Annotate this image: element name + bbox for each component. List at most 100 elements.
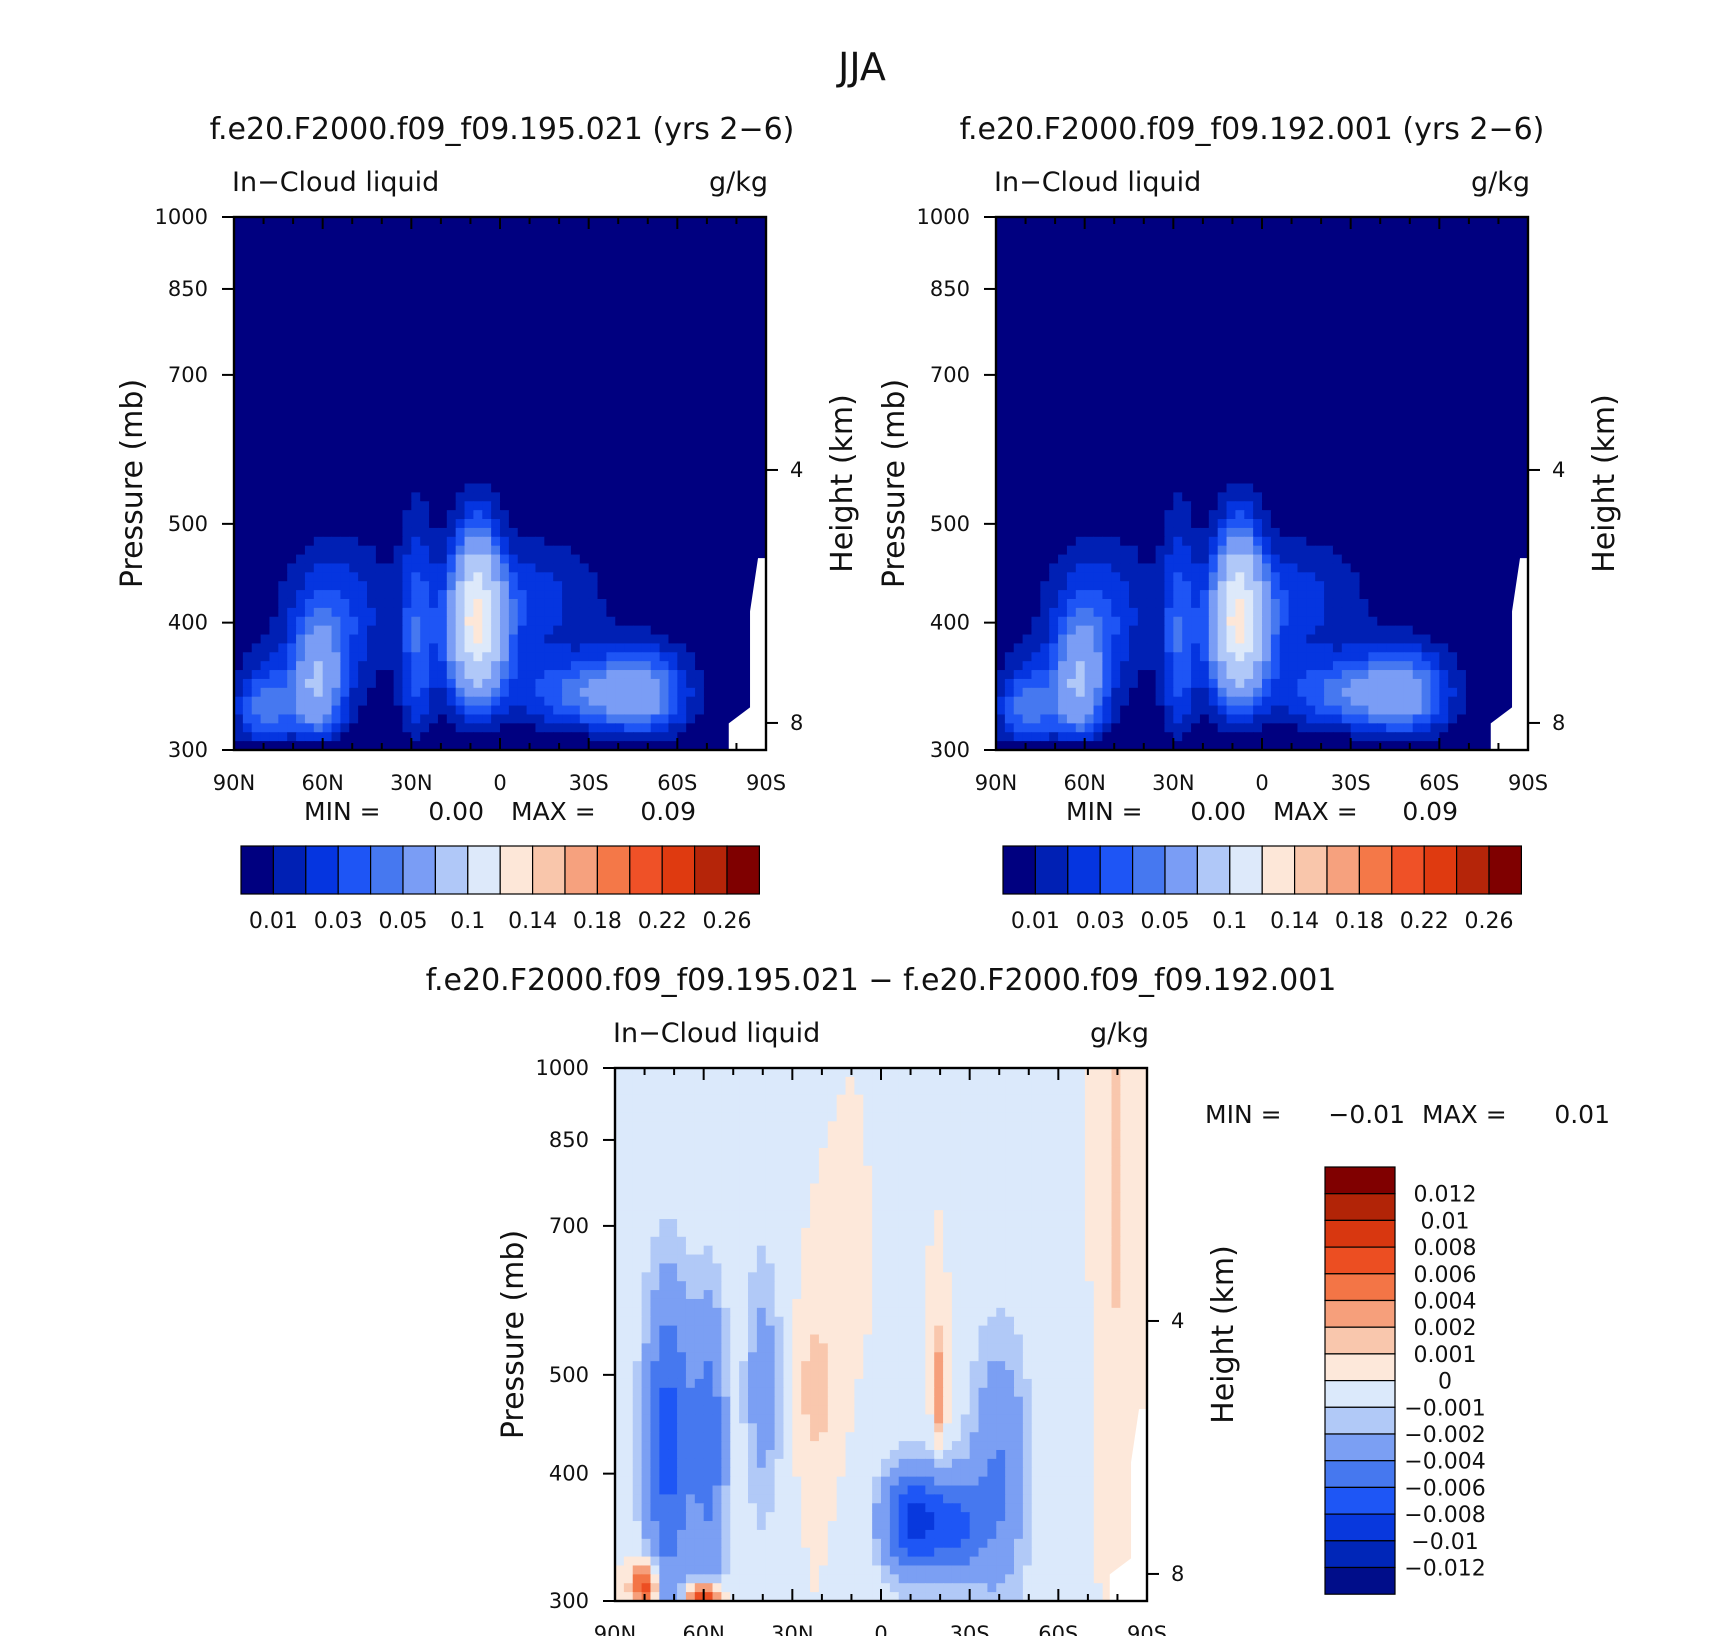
field-cell [1253,332,1263,342]
field-cell [251,483,262,493]
field-cell [748,341,758,351]
field-cell [1137,288,1148,298]
field-cell [375,714,386,724]
field-cell [562,225,572,236]
field-cell [1368,261,1378,271]
field-cell [455,687,466,698]
field-cell [1075,314,1086,325]
field-cell [384,563,395,573]
field-cell [384,447,395,458]
field-cell [1474,234,1485,245]
field-cell [482,465,492,476]
field-cell [500,545,510,556]
field-cell [251,296,262,307]
field-cell [712,323,723,334]
field-cell [712,430,723,440]
field-cell [1412,359,1423,369]
field-cell [562,501,572,511]
field-cell [1359,323,1369,334]
field-cell [464,652,474,662]
field-cell [234,376,244,387]
field-cell [562,634,572,644]
field-cell [996,359,1006,369]
field-cell [570,510,581,520]
field-cell [712,465,723,476]
field-cell [304,430,315,440]
field-cell [340,732,350,742]
field-cell [748,288,758,298]
field-cell [730,492,740,502]
field-cell [553,376,563,387]
field-cell [1173,394,1183,405]
field-cell [1368,314,1378,325]
field-cell [1217,225,1228,236]
field-cell [1359,350,1369,360]
field-cell [287,527,297,538]
field-cell [251,545,262,556]
field-cell [659,359,670,369]
field-cell [588,376,599,387]
field-cell [508,616,519,627]
field-cell [659,625,670,636]
field-cell [686,314,696,325]
field-cell [384,225,395,236]
field-cell [659,643,670,653]
field-cell [1075,350,1086,360]
field-cell [597,270,607,280]
field-cell [491,625,501,636]
field-cell [313,243,324,254]
field-cell [570,705,581,716]
colorbar-label: 0.18 [573,909,622,934]
field-cell [358,510,368,520]
field-cell [695,643,705,653]
field-cell [703,314,714,325]
field-cell [739,492,749,502]
field-cell [650,687,661,698]
field-cell [668,519,678,529]
field-cell [473,536,483,547]
field-cell [358,359,368,369]
field-cell [579,501,590,511]
field-cell [251,590,262,600]
field-cell [437,510,448,520]
field-cell [234,598,244,609]
field-cell [1483,279,1494,289]
field-cell [579,279,590,289]
field-cell [429,536,439,547]
field-cell [1120,403,1130,414]
field-cell [1297,350,1307,360]
field-cell [1297,270,1307,280]
field-cell [358,501,368,511]
field-cell [1137,252,1148,263]
field-cell [1004,359,1015,369]
field-cell [367,723,377,733]
field-cell [375,474,386,485]
field-cell [358,616,368,627]
field-cell [553,314,563,325]
field-cell [570,279,581,289]
field-cell [677,350,687,360]
field-cell [1510,350,1520,360]
field-cell [358,465,368,476]
field-cell [508,492,519,502]
field-cell [464,243,474,254]
field-cell [429,368,439,378]
field-cell [659,314,670,325]
field-cell [473,332,483,342]
field-cell [641,572,652,582]
field-cell [500,234,510,245]
field-cell [1004,261,1015,271]
field-cell [349,368,359,378]
field-cell [721,341,732,351]
field-cell [730,661,740,671]
field-cell [287,670,297,680]
field-cell [251,714,262,724]
field-cell [500,625,510,636]
field-cell [508,430,519,440]
field-cell [349,625,359,636]
field-cell [491,261,501,271]
field-cell [411,678,421,689]
field-cell [500,678,510,689]
field-cell [464,412,474,422]
field-cell [1058,403,1068,414]
